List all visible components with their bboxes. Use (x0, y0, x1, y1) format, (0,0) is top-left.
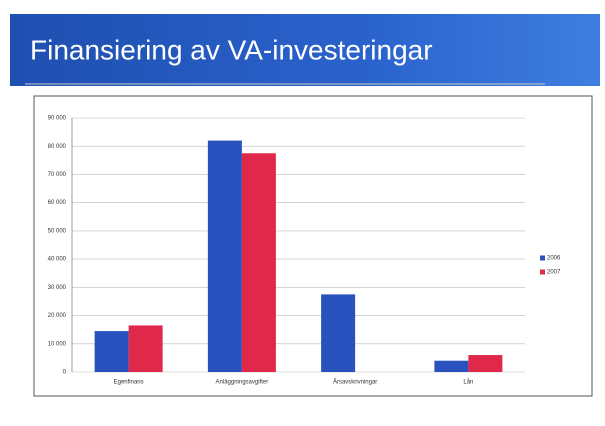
x-tick-label: Anläggningsavgifter (216, 380, 269, 386)
chart-title: Finansiering av VA-investeringar (30, 34, 433, 65)
bar (468, 355, 503, 372)
bar (434, 360, 469, 372)
y-tick-label: 10 000 (48, 341, 67, 347)
y-tick-label: 0 (63, 370, 67, 376)
x-tick-label: Årsavskrivningar (333, 379, 377, 386)
legend-label: 2006 (547, 256, 561, 262)
bar (128, 325, 163, 372)
y-tick-label: 40 000 (48, 257, 67, 263)
title-band (10, 14, 600, 86)
y-tick-label: 30 000 (48, 285, 67, 291)
y-tick-label: 60 000 (48, 200, 67, 206)
bar (94, 331, 129, 372)
legend-label: 2007 (547, 270, 561, 276)
bar (207, 140, 242, 372)
y-tick-label: 50 000 (48, 228, 67, 234)
x-tick-label: Egenfinans (114, 380, 144, 386)
y-tick-label: 80 000 (48, 144, 67, 150)
bar (321, 294, 356, 372)
y-tick-label: 20 000 (48, 313, 67, 319)
legend-swatch (540, 255, 545, 261)
bar (241, 153, 276, 372)
x-tick-label: Lån (463, 379, 473, 386)
y-tick-label: 90 000 (48, 116, 67, 122)
legend-swatch (540, 269, 545, 275)
y-tick-label: 70 000 (48, 172, 67, 178)
